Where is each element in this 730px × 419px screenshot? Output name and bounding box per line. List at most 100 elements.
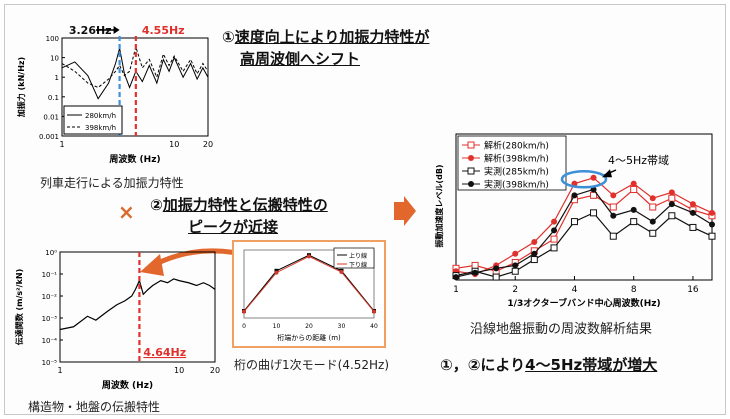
force-xtick-label: 10 [169, 140, 179, 149]
result-point [471, 261, 479, 269]
result-point [531, 239, 538, 246]
force-ytick-label: 0.001 [39, 133, 59, 141]
transfer-ytick-label: 10⁻² [42, 293, 58, 301]
result-legend-label-1: 解析(398km/h) [484, 153, 549, 165]
transfer-xtick-label: 20 [210, 366, 220, 375]
result-legend-label-0: 解析(280km/h) [484, 140, 549, 152]
transfer-marker-label: 4.64Hz [143, 346, 186, 359]
mode-legend-box [333, 247, 375, 269]
transfer-ylabel: 伝達関数 (m/s²/kN) [14, 269, 24, 346]
transfer-ytick-label: 10⁻⁵ [42, 359, 58, 367]
force-chart-caption: 列車走行による加振力特性 [40, 176, 184, 190]
mode-xtick-label: 40 [370, 323, 378, 330]
conclusion-text: ①，②により4～5Hz帯域が増大 [440, 354, 657, 376]
result-point [570, 218, 578, 226]
result-point [630, 218, 638, 226]
transfer-xlabel: 周波数 (Hz) [102, 379, 153, 391]
result-point [668, 212, 676, 220]
force-xtick-label: 20 [203, 140, 213, 149]
result-point [689, 209, 696, 216]
force-ytick-label: 10 [50, 55, 59, 63]
result-point [571, 192, 578, 199]
result-series-3 [455, 188, 713, 278]
mode-xtick-label: 10 [273, 323, 281, 330]
force-chart: 0.001 0.01 0.1 1 10 100 1 10 20 周波数 (Hz) 加振力 (kN/H… [10, 18, 220, 178]
point2-line2: ピークが近接 [188, 218, 279, 236]
result-legend-marker-3 [468, 181, 474, 187]
result-point [668, 201, 675, 208]
result-legend-label-2: 実測(285km/h) [484, 166, 549, 178]
result-point [649, 218, 656, 225]
point2-text: ②加振力特性と伝搬特性の ピークが近接 [150, 194, 328, 238]
result-point [709, 221, 715, 228]
force-ylabel: 加振力 (kN/Hz) [16, 57, 26, 118]
result-point [609, 203, 617, 211]
result-point [512, 250, 519, 257]
force-series-0 [61, 48, 209, 100]
times-symbol: × [118, 200, 135, 224]
transfer-series-0 [59, 278, 216, 331]
result-band-ellipse [560, 170, 608, 189]
result-legend-marker-2 [467, 167, 475, 175]
mode-xlabel: 桁端からの距離 (m) [277, 333, 341, 342]
result-point [668, 194, 676, 202]
result-point [649, 195, 656, 202]
result-xtick-label: 2 [512, 285, 518, 295]
result-xlabel: 1/3オクターブバンド中心周波数(Hz) [507, 297, 660, 309]
transfer-chart: 10⁻⁵ 10⁻⁴ 10⁻³ 10⁻² 10⁻¹ 10⁰ 1 10 20 周波数 (Hz) 伝達関数… [10, 246, 225, 396]
result-point [630, 185, 638, 193]
mode-legend-label-1: 下り線 [349, 261, 367, 269]
point2-prefix: ② [150, 196, 163, 214]
result-point [590, 209, 598, 217]
point1-line2: 高周波側へシフト [240, 50, 361, 68]
mode-point [242, 309, 246, 314]
result-point [668, 189, 675, 196]
result-chart-caption: 沿線地盤振動の周波数解析結果 [470, 322, 653, 337]
mode-xtick-label: 30 [338, 323, 346, 330]
transfer-ytick-label: 10⁻³ [42, 315, 58, 323]
transfer-ytick-label: 10⁻¹ [42, 271, 58, 279]
force-legend-label-0: 280km/h [85, 112, 116, 120]
result-plot-frame [455, 133, 713, 281]
result-point [550, 235, 558, 243]
point2-line1: 加振力特性と伝搬特性の [162, 196, 328, 214]
result-point [531, 250, 538, 257]
result-point [472, 269, 479, 276]
mode-point [372, 309, 376, 314]
mode-point [339, 270, 344, 274]
result-point [511, 267, 519, 275]
result-point [649, 203, 657, 211]
transfer-xtick-label: 10 [174, 366, 184, 375]
conclusion-emph: 4～5Hz帯域が増大 [525, 356, 658, 374]
result-legend-marker-1 [468, 155, 474, 161]
result-band-label: 4～5Hz帯域 [608, 154, 669, 167]
result-point [550, 244, 558, 252]
result-point [551, 227, 558, 234]
mode-point [307, 254, 311, 259]
result-point [630, 206, 637, 213]
transfer-chart-caption: 構造物・地盤の伝搬特性 [28, 400, 161, 414]
transfer-ytick-label: 10⁰ [45, 249, 57, 257]
result-ylabel: 振動加速度レベル(dB) [434, 164, 444, 247]
transfer-ytick-label: 10⁻⁴ [42, 337, 58, 345]
point1-line1: 速度向上により加振力特性が [234, 28, 430, 46]
result-point [551, 218, 558, 225]
result-point [689, 201, 696, 208]
result-point [609, 232, 617, 240]
force-ytick-label: 0.01 [43, 113, 59, 121]
force-marker-label-1: 4.55Hz [142, 24, 185, 37]
result-point [709, 209, 715, 216]
mode-xtick-label: 20 [305, 323, 313, 330]
mode-xtick-label: 0 [242, 323, 246, 330]
result-point [610, 212, 617, 219]
force-marker-label-0: 3.26Hz [69, 24, 112, 37]
result-point [630, 180, 637, 187]
result-series-1 [455, 177, 713, 275]
force-legend-box [63, 105, 123, 135]
force-shift-arrowhead [113, 26, 120, 34]
result-xtick-label: 8 [631, 285, 637, 295]
force-ytick-label: 0.1 [48, 94, 59, 102]
force-xlabel: 周波数 (Hz) [109, 153, 160, 165]
result-point [453, 274, 459, 281]
